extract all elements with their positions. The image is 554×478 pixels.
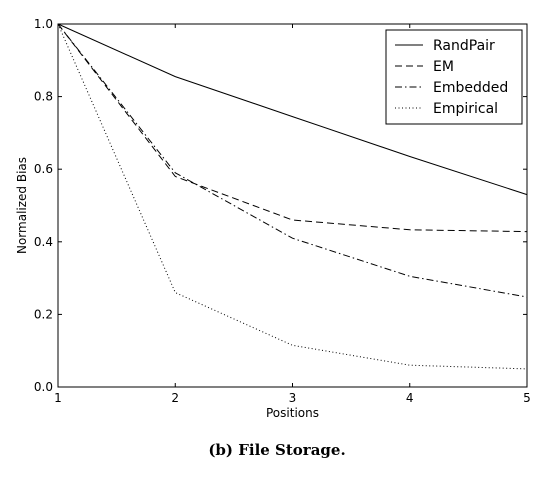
line-chart: 1 2 3 4 5 0.0 0.2 0.4 0.6 0.8 1.0 Positions Norma…	[15, 17, 531, 420]
series-line-embedded	[57, 23, 528, 298]
legend-label: Embedded	[433, 80, 508, 96]
x-tick-label: 1	[54, 391, 62, 405]
y-tick-label: 0.2	[34, 307, 53, 321]
x-tick-label: 3	[289, 391, 297, 405]
legend-label: Empirical	[433, 101, 498, 117]
x-axis-ticks: 1 2 3 4 5	[54, 24, 531, 405]
series-lines	[57, 23, 528, 370]
y-tick-label: 0.4	[34, 235, 53, 249]
x-axis-label: Positions	[266, 406, 319, 420]
legend: RandPair EM Embedded Empirical	[385, 29, 523, 125]
figure-caption: (b) File Storage.	[208, 441, 346, 459]
y-tick-label: 0.8	[34, 90, 53, 104]
x-tick-label: 2	[171, 391, 179, 405]
legend-label: EM	[433, 59, 454, 75]
y-axis-ticks: 0.0 0.2 0.4 0.6 0.8 1.0	[34, 17, 527, 394]
x-tick-label: 5	[523, 391, 531, 405]
y-axis-label: Normalized Bias	[15, 157, 29, 254]
series-line-em	[57, 23, 528, 233]
x-tick-label: 4	[406, 391, 414, 405]
legend-box	[385, 29, 523, 125]
y-tick-label: 0.0	[34, 380, 53, 394]
y-tick-label: 0.6	[34, 162, 53, 176]
legend-label: RandPair	[433, 38, 495, 54]
series-line-randpair	[57, 23, 528, 196]
y-tick-label: 1.0	[34, 17, 53, 31]
